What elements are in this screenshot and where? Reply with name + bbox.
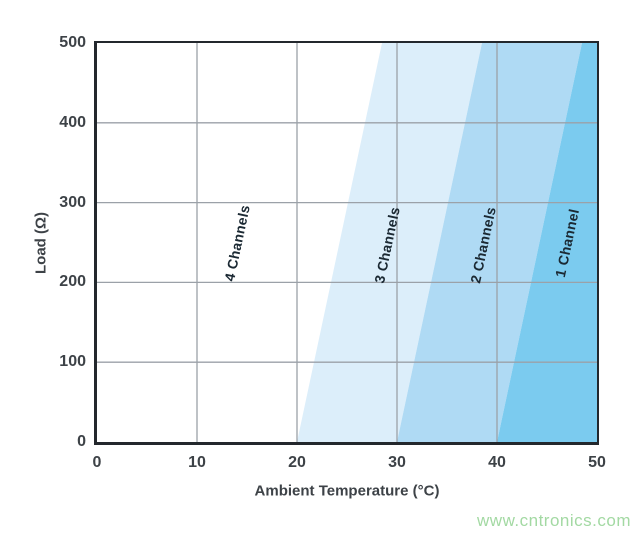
band-1-channel <box>497 43 597 442</box>
watermark-text: www.cntronics.com <box>477 511 631 530</box>
x-tick-label-0: 0 <box>92 454 102 471</box>
y-tick-label-0: 0 <box>77 433 86 450</box>
plot-area <box>94 41 599 445</box>
chart-canvas <box>97 43 597 442</box>
y-tick-label-400: 400 <box>59 113 86 131</box>
x-tick-label-20: 20 <box>288 454 306 471</box>
x-tick-label-10: 10 <box>188 454 206 471</box>
y-tick-label-200: 200 <box>59 273 86 291</box>
x-axis-title: Ambient Temperature (°C) <box>254 482 440 500</box>
band-2-channels <box>397 43 582 442</box>
band-4-channels <box>97 43 382 442</box>
gridlines <box>97 43 597 442</box>
x-tick-label-50: 50 <box>588 454 606 471</box>
x-tick-label-40: 40 <box>488 454 506 471</box>
y-axis-title: Load (Ω) <box>32 211 50 275</box>
band-3-channels <box>297 43 482 442</box>
y-tick-label-300: 300 <box>59 193 86 211</box>
y-tick-label-500: 500 <box>59 34 86 51</box>
y-tick-label-100: 100 <box>59 353 86 371</box>
x-tick-label-30: 30 <box>388 454 406 471</box>
